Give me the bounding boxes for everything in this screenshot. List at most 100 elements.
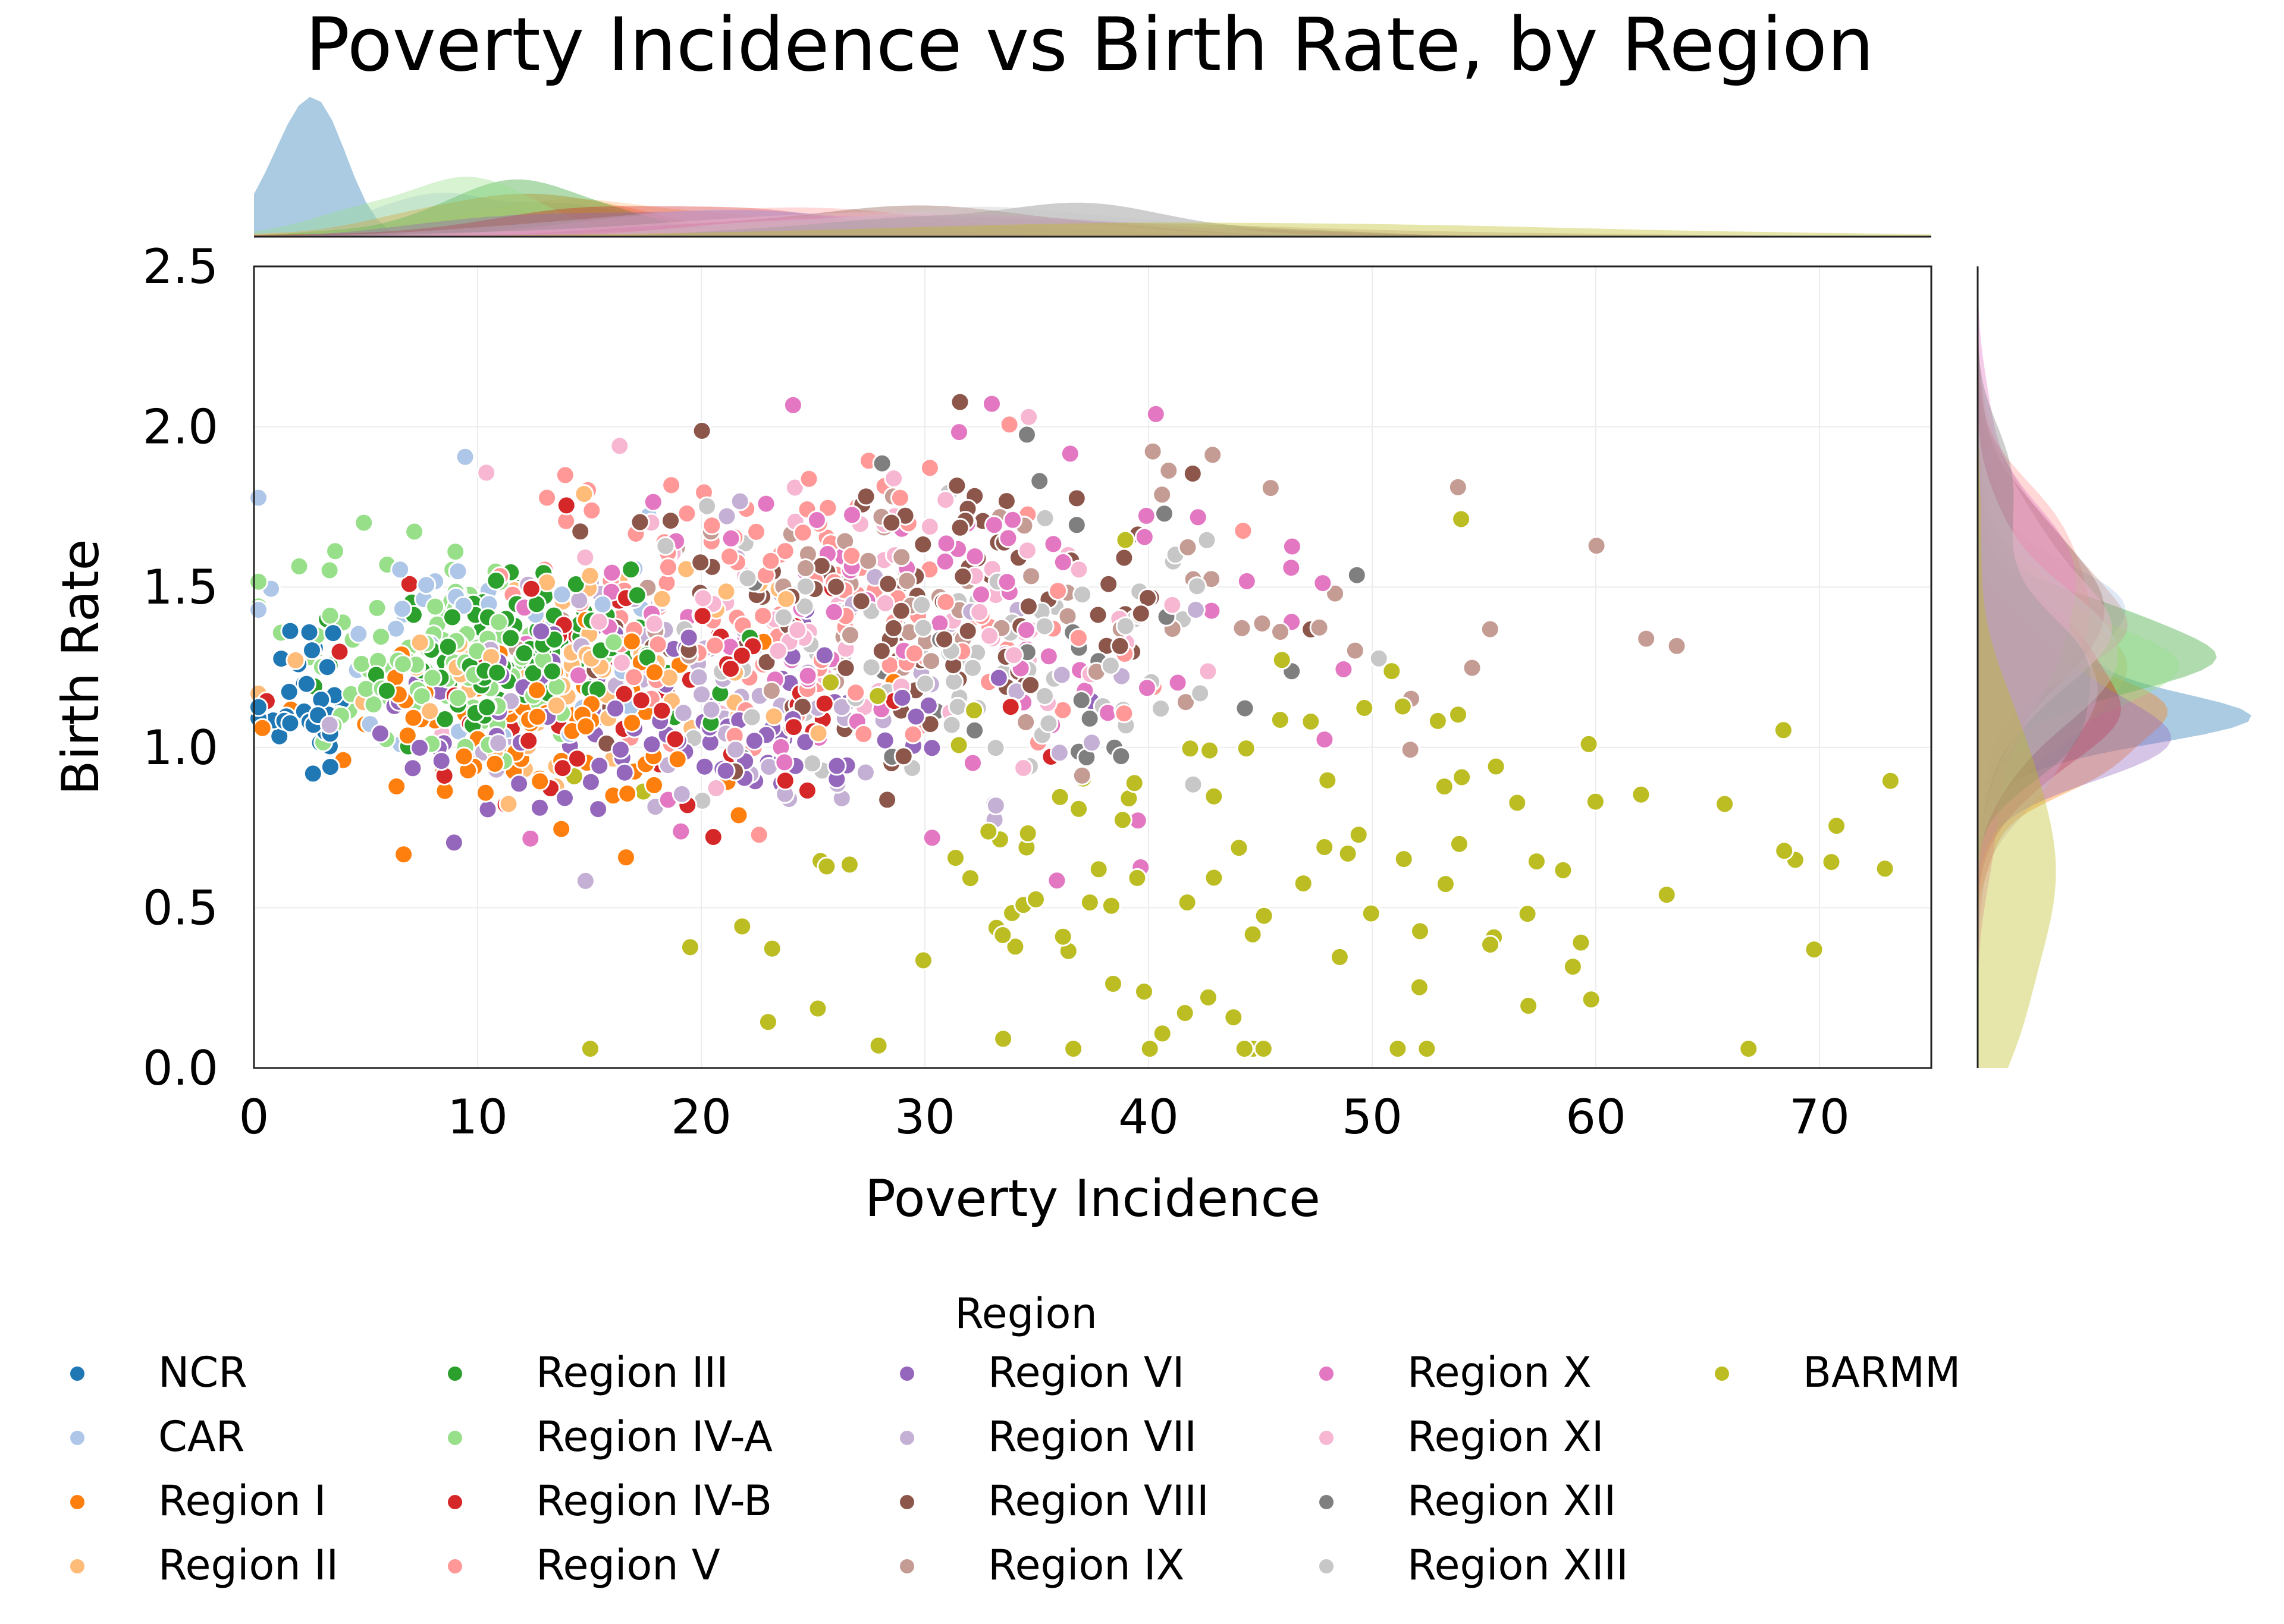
data-point: [410, 737, 430, 758]
data-point: [774, 752, 795, 772]
data-point: [1382, 661, 1402, 681]
top-kde-area: [254, 210, 1931, 237]
data-point: [1198, 661, 1218, 681]
data-point: [617, 784, 638, 803]
data-point: [1563, 957, 1583, 977]
data-point: [249, 488, 268, 508]
data-point: [392, 599, 412, 619]
data-point: [530, 797, 550, 818]
data-point: [934, 629, 955, 649]
data-point: [776, 589, 796, 609]
data-point: [527, 680, 547, 701]
data-point: [317, 657, 337, 677]
data-point: [1176, 692, 1196, 712]
data-point: [692, 421, 712, 441]
legend-marker: [70, 1431, 84, 1445]
data-point: [1197, 530, 1217, 550]
data-point: [1200, 740, 1220, 761]
data-point: [768, 641, 788, 661]
data-point: [575, 548, 595, 567]
data-point: [749, 825, 769, 845]
data-point: [842, 505, 862, 525]
data-point: [891, 601, 911, 621]
data-point: [785, 478, 805, 498]
data-point: [323, 623, 343, 643]
data-point: [703, 827, 723, 847]
data-point: [814, 693, 834, 714]
data-point: [795, 558, 815, 578]
data-point: [1069, 560, 1089, 580]
data-point: [1005, 937, 1025, 957]
data-point: [999, 414, 1019, 435]
data-point: [1000, 697, 1021, 717]
top-kde-area: [254, 193, 1931, 237]
data-point: [949, 422, 969, 442]
data-point: [783, 395, 803, 415]
data-point: [1168, 673, 1188, 693]
data-point: [1177, 893, 1197, 913]
data-point: [1254, 906, 1274, 926]
data-point: [875, 593, 895, 613]
right-kde-area: [1978, 266, 2126, 1068]
data-point: [303, 764, 323, 784]
data-point: [854, 724, 874, 744]
data-point: [1301, 712, 1321, 731]
legend-marker: [70, 1559, 84, 1573]
data-point: [693, 588, 713, 608]
data-point: [425, 596, 445, 617]
data-point: [622, 713, 642, 733]
legend-label: Region II: [158, 1541, 338, 1590]
legend-marker: [70, 1367, 84, 1381]
data-point: [1715, 794, 1735, 814]
data-point: [913, 618, 933, 638]
data-point: [445, 542, 466, 562]
data-point: [1183, 774, 1203, 794]
data-point: [671, 821, 691, 841]
data-point: [764, 706, 784, 727]
data-point: [1035, 508, 1055, 528]
x-tick-label: 10: [447, 1089, 508, 1145]
data-point: [1114, 703, 1134, 724]
data-point: [1347, 565, 1367, 585]
data-point: [799, 469, 819, 489]
right-kde-area: [1978, 266, 2168, 1068]
data-point: [971, 585, 991, 605]
data-point: [1072, 585, 1093, 605]
data-point: [1448, 477, 1468, 497]
data-point: [1325, 583, 1345, 604]
data-point: [652, 589, 672, 609]
data-point: [1048, 581, 1068, 601]
data-point: [363, 695, 384, 715]
data-point: [556, 495, 576, 516]
data-point: [581, 772, 601, 792]
data-point: [320, 605, 340, 626]
data-point: [299, 622, 319, 642]
data-point: [320, 757, 340, 777]
data-point: [1016, 712, 1036, 732]
y-tick-label: 2.0: [143, 400, 218, 455]
data-point: [1066, 488, 1087, 508]
legend-label: Region IX: [988, 1541, 1184, 1590]
data-point: [1233, 521, 1253, 541]
legend-label: Region VII: [988, 1412, 1197, 1461]
data-point: [1063, 1039, 1084, 1059]
legend-marker: [448, 1559, 462, 1573]
data-point: [519, 731, 539, 751]
data-point: [883, 618, 903, 638]
x-tick-label: 20: [671, 1089, 732, 1145]
chart-title: Poverty Incidence vs Birth Rate, by Regi…: [305, 2, 1874, 88]
data-point: [732, 646, 752, 666]
data-point: [249, 600, 268, 620]
data-point: [1235, 698, 1255, 718]
data-point: [1392, 696, 1413, 717]
data-point: [1131, 604, 1151, 624]
top-kde-area: [254, 202, 1931, 237]
data-point: [319, 715, 340, 735]
legend-label: Region XII: [1407, 1477, 1616, 1525]
data-point: [1014, 758, 1034, 778]
data-point: [1449, 834, 1469, 854]
legend-label: BARMM: [1803, 1348, 1960, 1397]
data-point: [403, 758, 423, 778]
data-point: [665, 729, 685, 749]
data-point: [520, 828, 541, 849]
